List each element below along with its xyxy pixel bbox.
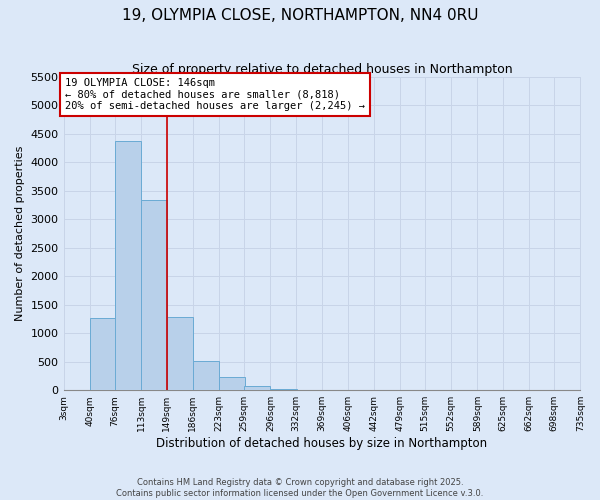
Bar <box>167 316 193 390</box>
Bar <box>271 389 296 390</box>
Text: Contains HM Land Registry data © Crown copyright and database right 2025.
Contai: Contains HM Land Registry data © Crown c… <box>116 478 484 498</box>
Bar <box>193 362 219 390</box>
X-axis label: Distribution of detached houses by size in Northampton: Distribution of detached houses by size … <box>157 437 488 450</box>
Y-axis label: Number of detached properties: Number of detached properties <box>15 146 25 321</box>
Text: 19 OLYMPIA CLOSE: 146sqm
← 80% of detached houses are smaller (8,818)
20% of sem: 19 OLYMPIA CLOSE: 146sqm ← 80% of detach… <box>65 78 365 111</box>
Bar <box>89 318 116 390</box>
Bar <box>244 386 271 390</box>
Title: Size of property relative to detached houses in Northampton: Size of property relative to detached ho… <box>132 62 512 76</box>
Text: 19, OLYMPIA CLOSE, NORTHAMPTON, NN4 0RU: 19, OLYMPIA CLOSE, NORTHAMPTON, NN4 0RU <box>122 8 478 22</box>
Bar <box>141 200 167 390</box>
Bar <box>219 377 245 390</box>
Bar <box>115 141 141 390</box>
